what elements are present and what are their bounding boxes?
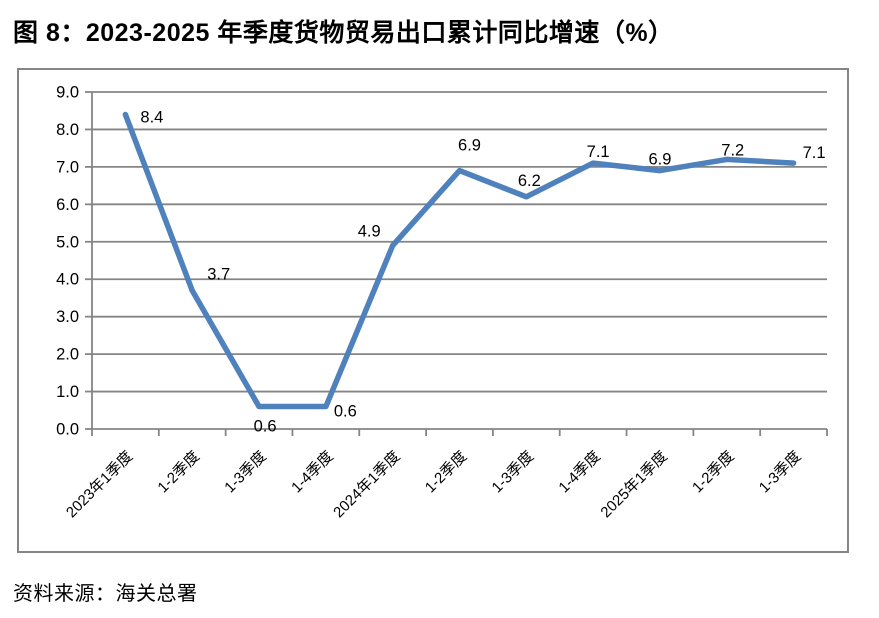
x-tick-label: 1-2季度 [689,448,738,497]
data-point-label: 6.9 [648,151,671,169]
y-tick-label: 9.0 [56,84,79,102]
y-tick-label: 3.0 [56,308,79,326]
x-tick-label: 1-3季度 [489,448,538,497]
y-tick-label: 0.0 [56,421,79,439]
x-tick-label: 1-4季度 [288,448,337,497]
x-tick-label: 1-4季度 [555,448,604,497]
x-tick-label: 1-3季度 [756,448,805,497]
y-tick-label: 8.0 [56,121,79,139]
data-point-label: 6.9 [458,137,481,155]
data-point-label: 6.2 [518,172,541,190]
data-point-label: 7.2 [721,141,744,159]
y-tick-label: 4.0 [56,271,79,289]
y-tick-label: 1.0 [56,383,79,401]
data-point-label: 3.7 [207,265,230,283]
source-note: 资料来源：海关总署 [13,583,198,605]
x-tick-label: 1-2季度 [422,448,471,497]
data-point-label: 0.6 [254,418,277,436]
data-point-label: 7.1 [803,144,826,162]
data-point-label: 8.4 [140,108,163,126]
chart-border [17,68,849,553]
y-tick-label: 7.0 [56,158,79,176]
x-tick-label: 2023年1季度 [63,448,136,521]
chart-title: 图 8：2023-2025 年季度货物贸易出口累计同比增速（%） [13,19,674,47]
trend-line [122,111,797,410]
line-chart-canvas: 0.0 1.0 2.0 3.0 4.0 5.0 6.0 7.0 8.0 9.0 2023年1季度 1-… [17,68,849,553]
chart-figure: 0.0 1.0 2.0 3.0 4.0 5.0 6.0 7.0 8.0 9.0 2023年1季度 1-… [17,68,849,553]
data-point-label: 0.6 [334,403,357,421]
y-tick-label: 6.0 [56,196,79,214]
x-tick-label: 1-3季度 [221,448,270,497]
x-tick-label: 2025年1季度 [597,448,670,521]
x-tick-label: 1-2季度 [154,448,203,497]
y-tick-label: 2.0 [56,346,79,364]
data-point-label: 7.1 [587,143,610,161]
x-tick-label: 2024年1季度 [330,448,403,521]
data-point-label: 4.9 [358,223,381,241]
y-tick-label: 5.0 [56,233,79,251]
